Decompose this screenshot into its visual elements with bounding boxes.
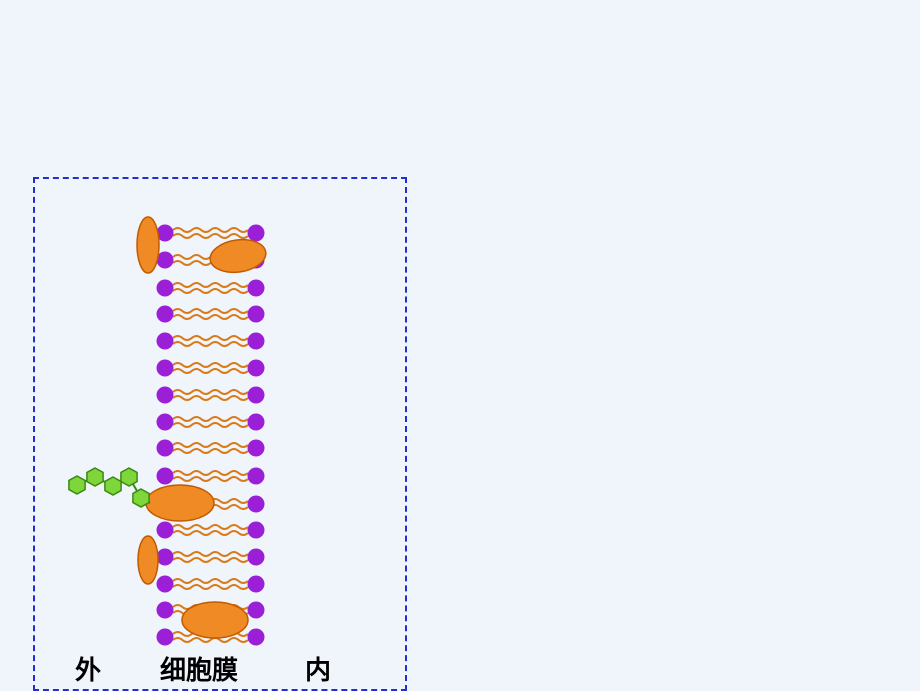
lipid-tail	[173, 336, 211, 340]
lipid-tail	[211, 369, 249, 373]
lipid-head	[157, 387, 174, 404]
lipid-head	[248, 280, 265, 297]
lipid-tail	[173, 477, 211, 481]
lipid-tail	[211, 552, 249, 556]
lipid-head	[157, 360, 174, 377]
lipid-tail	[211, 443, 249, 447]
lipid-head	[248, 522, 265, 539]
lipid-tail	[173, 449, 211, 453]
lipid-head	[157, 522, 174, 539]
glyco-unit	[105, 477, 121, 495]
lipid-head	[248, 360, 265, 377]
protein-lower-left-peripheral	[138, 536, 158, 584]
lipid-tail	[173, 289, 211, 293]
lipid-tail	[211, 558, 249, 562]
lipid-tail	[211, 505, 249, 509]
lipid-head	[248, 333, 265, 350]
lipid-head	[157, 468, 174, 485]
lipid-tail	[173, 363, 211, 367]
lipid-tail	[211, 396, 249, 400]
label-outside: 外	[75, 650, 101, 687]
lipid-tail	[173, 255, 211, 259]
lipid-tail	[173, 443, 211, 447]
lipid-tail	[211, 499, 249, 503]
lipid-tail	[173, 309, 211, 313]
lipid-head	[248, 468, 265, 485]
lipid-head	[248, 576, 265, 593]
lipid-tail	[173, 396, 211, 400]
glyco-unit	[133, 489, 149, 507]
lipid-tail	[211, 336, 249, 340]
lipid-head	[248, 496, 265, 513]
lipid-tail	[211, 390, 249, 394]
lipid-tail	[173, 315, 211, 319]
lipid-head	[248, 549, 265, 566]
lipid-head	[248, 414, 265, 431]
lipid-tail	[211, 315, 249, 319]
glyco-unit	[69, 476, 85, 494]
lipid-tail	[173, 390, 211, 394]
lipid-tail	[211, 579, 249, 583]
lipid-tail	[173, 638, 211, 642]
lipid-tail	[211, 342, 249, 346]
lipid-tail	[173, 552, 211, 556]
lipid-tail	[173, 234, 211, 238]
glyco-unit	[121, 468, 137, 486]
lipid-tail	[211, 471, 249, 475]
lipid-tail	[173, 228, 211, 232]
glyco-unit	[87, 468, 103, 486]
lipid-head	[157, 440, 174, 457]
lipid-head	[157, 602, 174, 619]
lipid-tail	[211, 423, 249, 427]
lipid-tail	[173, 525, 211, 529]
lipid-tail	[211, 417, 249, 421]
lipid-tail	[173, 369, 211, 373]
lipid-tail	[173, 558, 211, 562]
protein-top-right-integral	[208, 236, 268, 275]
lipid-tail	[211, 363, 249, 367]
lipid-tail	[211, 531, 249, 535]
lipid-head	[157, 414, 174, 431]
lipid-tail	[211, 234, 249, 238]
lipid-tail	[211, 477, 249, 481]
protein-bottom-integral	[182, 602, 248, 638]
lipid-tail	[173, 342, 211, 346]
label-inside: 内	[305, 650, 331, 687]
lipid-head	[157, 576, 174, 593]
lipid-tail	[211, 283, 249, 287]
lipid-head	[157, 306, 174, 323]
lipid-tail	[211, 525, 249, 529]
lipid-tail	[173, 423, 211, 427]
lipid-tail	[173, 579, 211, 583]
lipid-head	[157, 333, 174, 350]
protein-mid-integral-glyco	[146, 485, 214, 521]
lipid-tail	[211, 585, 249, 589]
lipid-head	[248, 387, 265, 404]
lipid-tail	[211, 289, 249, 293]
lipid-tail	[173, 261, 211, 265]
lipid-tail	[173, 531, 211, 535]
lipid-tail	[211, 228, 249, 232]
lipid-tail	[211, 449, 249, 453]
lipid-head	[248, 440, 265, 457]
protein-top-left-peripheral	[137, 217, 159, 273]
lipid-head	[248, 225, 265, 242]
lipid-head	[248, 306, 265, 323]
lipid-tail	[211, 309, 249, 313]
membrane-diagram	[0, 0, 920, 690]
lipid-tail	[173, 417, 211, 421]
lipid-head	[248, 629, 265, 646]
lipid-tail	[173, 283, 211, 287]
lipid-head	[157, 629, 174, 646]
lipid-head	[248, 602, 265, 619]
lipid-tail	[173, 471, 211, 475]
lipid-tail	[173, 585, 211, 589]
label-membrane: 细胞膜	[160, 650, 238, 687]
lipid-head	[157, 549, 174, 566]
lipid-head	[157, 280, 174, 297]
